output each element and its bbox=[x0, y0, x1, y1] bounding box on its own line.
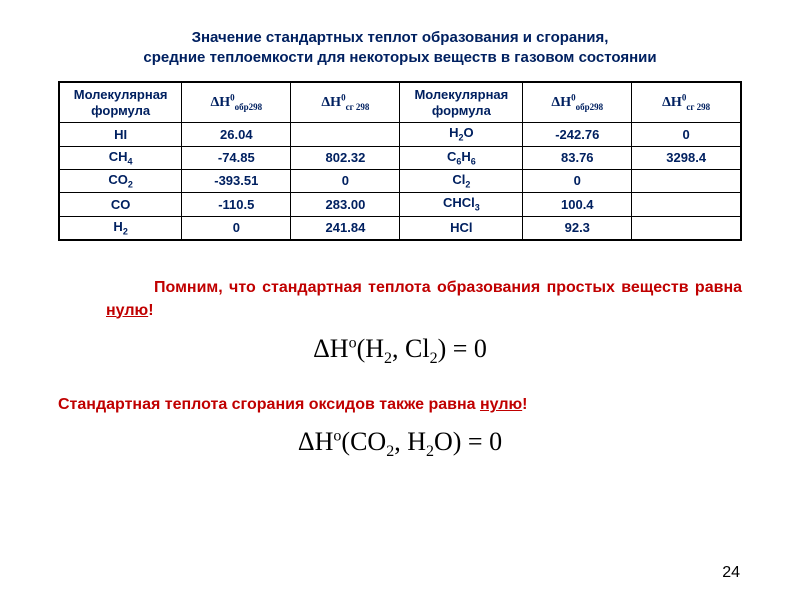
note-1-suffix: ! bbox=[148, 302, 153, 319]
title-line-1: Значение стандартных теплот образования … bbox=[192, 29, 609, 46]
col-dh-obr-1: ΔH0обр298 bbox=[182, 82, 291, 123]
cell: H2 bbox=[59, 216, 182, 240]
cell: CO bbox=[59, 193, 182, 216]
cell: 0 bbox=[182, 216, 291, 240]
cell: CO2 bbox=[59, 169, 182, 192]
cell: -393.51 bbox=[182, 169, 291, 192]
col-dh-obr-2: ΔH0обр298 bbox=[523, 82, 632, 123]
table-row: HI 26.04 H2O -242.76 0 bbox=[59, 123, 741, 146]
cell: 0 bbox=[632, 123, 741, 146]
cell: H2O bbox=[400, 123, 523, 146]
table-row: H2 0 241.84 HCl 92.3 bbox=[59, 216, 741, 240]
note-2-suffix: ! bbox=[522, 396, 527, 413]
cell: 0 bbox=[523, 169, 632, 192]
page-number: 24 bbox=[722, 564, 740, 582]
cell: -110.5 bbox=[182, 193, 291, 216]
note-1-text: Помним, что стандартная теплота образова… bbox=[154, 279, 742, 296]
cell: 92.3 bbox=[523, 216, 632, 240]
note-2-underlined: нулю bbox=[480, 396, 522, 413]
cell: Cl2 bbox=[400, 169, 523, 192]
cell: 241.84 bbox=[291, 216, 400, 240]
cell: 26.04 bbox=[182, 123, 291, 146]
cell: -242.76 bbox=[523, 123, 632, 146]
cell: 83.76 bbox=[523, 146, 632, 169]
cell: HI bbox=[59, 123, 182, 146]
cell: HCl bbox=[400, 216, 523, 240]
note-2-text: Стандартная теплота сгорания оксидов так… bbox=[58, 396, 480, 413]
col-formula-1: Молекулярнаяформула bbox=[59, 82, 182, 123]
note-1-underlined: нулю bbox=[106, 302, 148, 319]
equation-2: ΔHo(CO2, H2O) = 0 bbox=[58, 427, 742, 461]
cell: 100.4 bbox=[523, 193, 632, 216]
table-row: CO -110.5 283.00 CHCl3 100.4 bbox=[59, 193, 741, 216]
table-header-row: Молекулярнаяформула ΔH0обр298 ΔH0сг 298 … bbox=[59, 82, 741, 123]
cell: 802.32 bbox=[291, 146, 400, 169]
cell: C6H6 bbox=[400, 146, 523, 169]
cell bbox=[291, 123, 400, 146]
equation-1: ΔHo(H2, Cl2) = 0 bbox=[58, 334, 742, 368]
cell: -74.85 bbox=[182, 146, 291, 169]
cell: 3298.4 bbox=[632, 146, 741, 169]
col-formula-2: Молекулярнаяформула bbox=[400, 82, 523, 123]
col-dh-sg-2: ΔH0сг 298 bbox=[632, 82, 741, 123]
cell: 0 bbox=[291, 169, 400, 192]
data-table: Молекулярнаяформула ΔH0обр298 ΔH0сг 298 … bbox=[58, 81, 742, 241]
title-line-2: средние теплоемкости для некоторых вещес… bbox=[143, 49, 656, 66]
col-dh-sg-1: ΔH0сг 298 bbox=[291, 82, 400, 123]
table-row: CH4 -74.85 802.32 C6H6 83.76 3298.4 bbox=[59, 146, 741, 169]
cell bbox=[632, 169, 741, 192]
cell: CHCl3 bbox=[400, 193, 523, 216]
cell bbox=[632, 216, 741, 240]
slide-title: Значение стандартных теплот образования … bbox=[58, 28, 742, 67]
table-row: CO2 -393.51 0 Cl2 0 bbox=[59, 169, 741, 192]
cell bbox=[632, 193, 741, 216]
note-1: Помним, что стандартная теплота образова… bbox=[58, 277, 742, 322]
cell: 283.00 bbox=[291, 193, 400, 216]
cell: CH4 bbox=[59, 146, 182, 169]
note-2: Стандартная теплота сгорания оксидов так… bbox=[58, 394, 742, 416]
